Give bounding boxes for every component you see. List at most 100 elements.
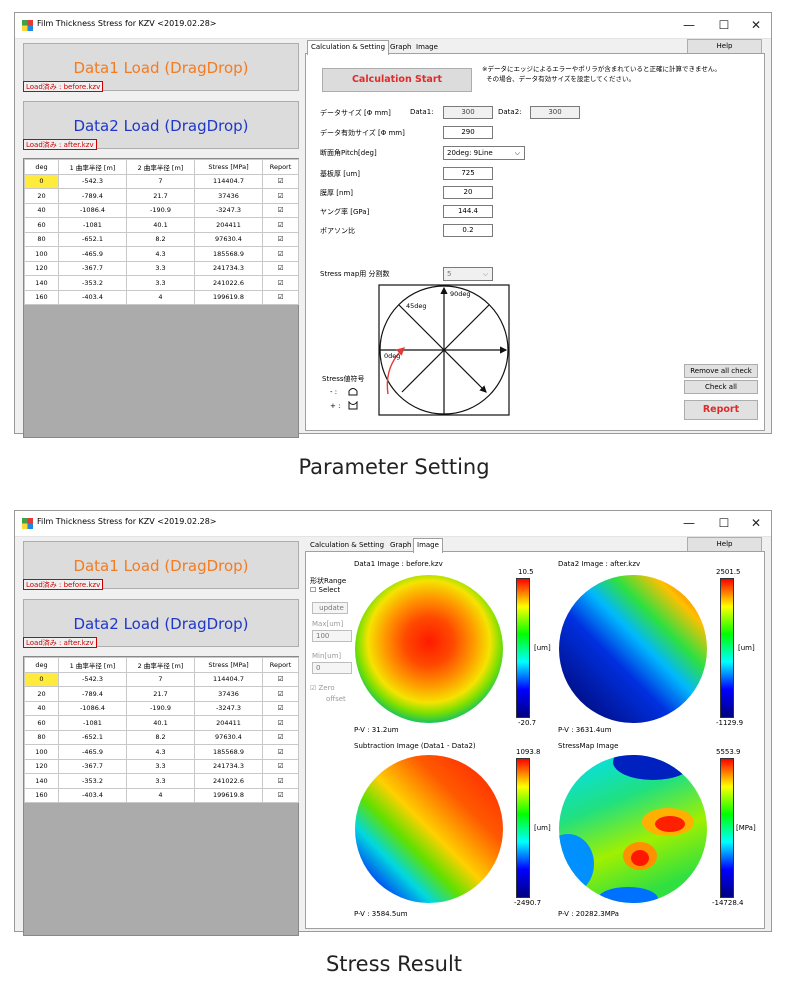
- minimize-button[interactable]: —: [683, 516, 695, 530]
- cell[interactable]: 140: [24, 773, 59, 789]
- cell[interactable]: 3.3: [126, 773, 195, 789]
- cell[interactable]: -1086.4: [58, 202, 127, 218]
- cell[interactable]: 20: [24, 686, 59, 702]
- cell[interactable]: -403.4: [58, 787, 127, 803]
- substrate-input[interactable]: 725: [443, 167, 493, 180]
- table-row[interactable]: 0 -542.3 7 114404.7 ☑: [24, 671, 299, 687]
- cell[interactable]: 3.3: [126, 758, 195, 774]
- cell[interactable]: -190.9: [126, 700, 195, 716]
- remove-all-check-button[interactable]: Remove all check: [684, 364, 758, 378]
- cell[interactable]: 241022.6: [194, 773, 263, 789]
- cell[interactable]: 160: [24, 289, 59, 305]
- report-checkbox[interactable]: ☑: [262, 744, 299, 760]
- table-row[interactable]: 140 -353.2 3.3 241022.6 ☑: [24, 275, 299, 291]
- cell[interactable]: -465.9: [58, 744, 127, 760]
- cell[interactable]: -3247.3: [194, 202, 263, 218]
- table-row[interactable]: 0 -542.3 7 114404.7 ☑: [24, 173, 299, 189]
- close-button[interactable]: ✕: [750, 18, 762, 32]
- valid-size-input[interactable]: 290: [443, 126, 493, 139]
- cell[interactable]: 40.1: [126, 715, 195, 731]
- maximize-button[interactable]: ☐: [718, 18, 730, 32]
- table-row[interactable]: 120 -367.7 3.3 241734.3 ☑: [24, 758, 299, 774]
- table-row[interactable]: 80 -652.1 8.2 97630.4 ☑: [24, 729, 299, 745]
- cell[interactable]: 204411: [194, 217, 263, 233]
- cell[interactable]: 21.7: [126, 188, 195, 204]
- min-input[interactable]: 0: [312, 662, 352, 674]
- report-checkbox[interactable]: ☑: [262, 787, 299, 803]
- report-checkbox[interactable]: ☑: [262, 260, 299, 276]
- cell[interactable]: -403.4: [58, 289, 127, 305]
- cell[interactable]: 4.3: [126, 744, 195, 760]
- cell[interactable]: -353.2: [58, 773, 127, 789]
- cell[interactable]: -367.7: [58, 260, 127, 276]
- cell[interactable]: 3.3: [126, 260, 195, 276]
- cell[interactable]: 160: [24, 787, 59, 803]
- report-checkbox[interactable]: ☑: [262, 758, 299, 774]
- cell[interactable]: -652.1: [58, 729, 127, 745]
- report-checkbox[interactable]: ☑: [262, 275, 299, 291]
- cell[interactable]: 120: [24, 260, 59, 276]
- cell[interactable]: 100: [24, 744, 59, 760]
- cell[interactable]: 199619.8: [194, 787, 263, 803]
- report-button[interactable]: Report: [684, 400, 758, 420]
- cell[interactable]: 4: [126, 289, 195, 305]
- table-row[interactable]: 140 -353.2 3.3 241022.6 ☑: [24, 773, 299, 789]
- table-row[interactable]: 40 -1086.4 -190.9 -3247.3 ☑: [24, 202, 299, 218]
- cell[interactable]: 40: [24, 202, 59, 218]
- table-row[interactable]: 100 -465.9 4.3 185568.9 ☑: [24, 744, 299, 760]
- zero-offset-checkbox[interactable]: ☑ Zero: [310, 684, 335, 692]
- poisson-input[interactable]: 0.2: [443, 224, 493, 237]
- max-input[interactable]: 100: [312, 630, 352, 642]
- table-row[interactable]: 160 -403.4 4 199619.8 ☑: [24, 787, 299, 803]
- cell[interactable]: -789.4: [58, 188, 127, 204]
- cell[interactable]: 185568.9: [194, 744, 263, 760]
- cell[interactable]: 37436: [194, 686, 263, 702]
- cell[interactable]: 8.2: [126, 729, 195, 745]
- col-radius1[interactable]: 1 曲率半径 [m]: [58, 159, 127, 175]
- tab-graph[interactable]: Graph: [390, 43, 412, 51]
- cell[interactable]: 40.1: [126, 217, 195, 233]
- cell[interactable]: 140: [24, 275, 59, 291]
- cell[interactable]: 120: [24, 758, 59, 774]
- close-button[interactable]: ✕: [750, 516, 762, 530]
- cell[interactable]: -789.4: [58, 686, 127, 702]
- table-row[interactable]: 60 -1081 40.1 204411 ☑: [24, 715, 299, 731]
- cell[interactable]: -465.9: [58, 246, 127, 262]
- update-button[interactable]: update: [312, 602, 348, 614]
- cell[interactable]: 97630.4: [194, 729, 263, 745]
- cell[interactable]: 21.7: [126, 686, 195, 702]
- cell[interactable]: -542.3: [58, 173, 127, 189]
- report-checkbox[interactable]: ☑: [262, 729, 299, 745]
- cell[interactable]: 7: [126, 173, 195, 189]
- table-row[interactable]: 160 -403.4 4 199619.8 ☑: [24, 289, 299, 305]
- report-checkbox[interactable]: ☑: [262, 289, 299, 305]
- cell[interactable]: 0: [24, 671, 59, 687]
- table-row[interactable]: 60 -1081 40.1 204411 ☑: [24, 217, 299, 233]
- tab-image[interactable]: Image: [413, 538, 443, 553]
- cell[interactable]: 97630.4: [194, 231, 263, 247]
- cell[interactable]: -353.2: [58, 275, 127, 291]
- table-row[interactable]: 20 -789.4 21.7 37436 ☑: [24, 188, 299, 204]
- tab-calculation-setting[interactable]: Calculation & Setting: [310, 541, 385, 549]
- cell[interactable]: 0: [24, 173, 59, 189]
- cell[interactable]: 114404.7: [194, 671, 263, 687]
- report-checkbox[interactable]: ☑: [262, 686, 299, 702]
- check-all-button[interactable]: Check all: [684, 380, 758, 394]
- cell[interactable]: 4: [126, 787, 195, 803]
- cell[interactable]: 100: [24, 246, 59, 262]
- minimize-button[interactable]: —: [683, 18, 695, 32]
- cell[interactable]: 114404.7: [194, 173, 263, 189]
- cell[interactable]: -367.7: [58, 758, 127, 774]
- select-checkbox[interactable]: ☐ Select: [310, 586, 341, 594]
- cell[interactable]: 37436: [194, 188, 263, 204]
- table-row[interactable]: 120 -367.7 3.3 241734.3 ☑: [24, 260, 299, 276]
- col-radius1[interactable]: 1 曲率半径 [m]: [58, 657, 127, 673]
- col-radius2[interactable]: 2 曲率半径 [m]: [126, 159, 195, 175]
- young-input[interactable]: 144.4: [443, 205, 493, 218]
- report-checkbox[interactable]: ☑: [262, 231, 299, 247]
- cell[interactable]: -1086.4: [58, 700, 127, 716]
- cell[interactable]: 199619.8: [194, 289, 263, 305]
- report-checkbox[interactable]: ☑: [262, 217, 299, 233]
- maximize-button[interactable]: ☐: [718, 516, 730, 530]
- report-checkbox[interactable]: ☑: [262, 246, 299, 262]
